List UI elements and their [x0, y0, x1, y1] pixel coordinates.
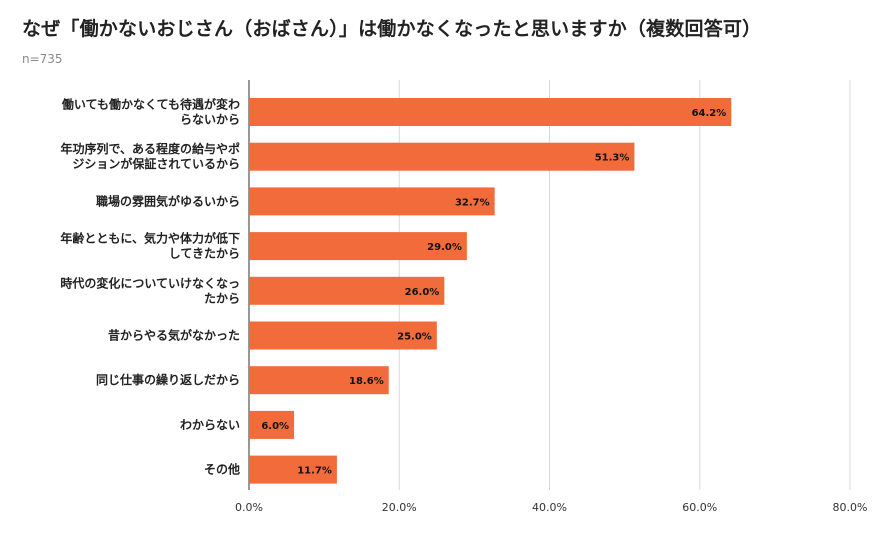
category-label: してきたから [169, 247, 240, 261]
data-label: 6.0% [261, 421, 289, 432]
data-label: 51.3% [595, 153, 630, 164]
x-tick-label: 20.0% [382, 501, 417, 514]
bar [249, 187, 495, 216]
bar [249, 142, 635, 171]
category-label: たから [204, 291, 240, 305]
data-label: 11.7% [297, 466, 332, 477]
category-label: わからない [180, 418, 240, 432]
sample-size-label: n=735 [22, 52, 63, 66]
category-label: 時代の変化についていけなくなっ [60, 275, 240, 290]
data-label: 29.0% [427, 242, 462, 253]
category-label: らないから [180, 113, 240, 127]
x-tick-label: 0.0% [235, 501, 263, 514]
chart-title: なぜ「働かないおじさん（おばさん）」は働かなくなったと思いますか（複数回答可） [22, 18, 762, 40]
x-tick-label: 40.0% [532, 501, 567, 514]
bar [249, 410, 295, 439]
bar [249, 232, 467, 261]
category-label: ジションが保証されているから [72, 156, 240, 171]
bar [249, 455, 337, 484]
category-label: 年齢とともに、気力や体力が低下 [60, 231, 240, 246]
x-tick-label: 80.0% [833, 501, 868, 514]
bar [249, 366, 389, 395]
data-label: 25.0% [397, 332, 432, 343]
x-tick-label: 60.0% [682, 501, 717, 514]
category-label: 昔からやる気がなかった [108, 328, 240, 343]
category-label: 同じ仕事の繰り返しだから [96, 372, 240, 387]
category-label: 職場の雰囲気がゆるいから [96, 193, 240, 208]
category-label: その他 [204, 462, 240, 477]
bar [249, 276, 445, 305]
data-label: 64.2% [692, 108, 727, 119]
data-label: 32.7% [455, 197, 490, 208]
category-label: 働いても働かなくても待遇が変わ [61, 97, 240, 112]
bar [249, 321, 437, 350]
data-label: 26.0% [405, 287, 440, 298]
bar [249, 98, 732, 126]
category-label: 年功序列で、ある程度の給与やポ [60, 141, 240, 156]
data-label: 18.6% [349, 376, 384, 387]
